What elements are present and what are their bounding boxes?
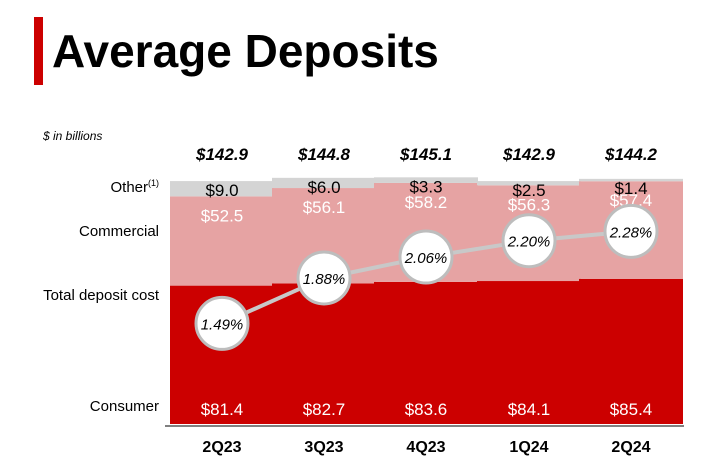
row-label-commercial: Commercial [78,223,159,240]
bar-other-3q23 [272,177,376,189]
units-note: $ in billions [43,129,103,143]
x-tick-label: 2Q23 [202,439,241,456]
deposit-cost-point [296,250,352,306]
bar-consumer-4q23 [374,281,478,424]
data-label-commercial: $57.4 [610,191,653,210]
deposit-cost-label: 1.88% [303,271,346,288]
data-label-other: $9.0 [205,181,238,200]
other-footnote-marker: (1) [148,178,159,188]
bar-other-2q24 [579,178,683,182]
total-label: $145.1 [399,145,452,164]
deposit-cost-point [398,229,454,285]
data-label-commercial: $56.3 [508,195,551,214]
x-tick-label: 3Q23 [304,439,343,456]
data-label-consumer: $83.6 [405,400,448,419]
bar-other-1q24 [477,181,581,186]
data-label-consumer: $81.4 [201,400,244,419]
title-accent-bar [34,17,43,85]
deposit-cost-point [501,213,557,269]
data-label-consumer: $82.7 [303,400,346,419]
total-label: $144.8 [297,145,351,164]
row-label-other-text: Other [110,179,148,196]
row-label-other: Other(1) [110,178,159,196]
deposit-cost-label: 2.06% [404,250,448,267]
data-label-commercial: $58.2 [405,193,448,212]
bar-other-4q23 [374,177,478,183]
bar-commercial-2q23 [170,196,274,286]
page-title: Average Deposits [52,25,439,77]
deposit-cost-label: 2.28% [609,224,653,241]
deposit-cost-point [194,295,250,351]
deposit-cost-label: 2.20% [507,234,551,251]
row-label-consumer: Consumer [89,398,159,415]
deposit-cost-point [603,203,659,259]
data-label-other: $1.4 [614,179,647,198]
bar-consumer-2q24 [579,278,683,424]
data-label-commercial: $56.1 [303,198,346,217]
data-label-other: $6.0 [307,178,340,197]
total-label: $142.9 [502,145,556,164]
data-label-consumer: $84.1 [508,400,551,419]
bar-consumer-1q24 [477,281,581,424]
x-tick-label: 2Q24 [611,439,650,456]
total-label: $142.9 [195,145,249,164]
bar-other-2q23 [170,181,274,197]
data-label-commercial: $52.5 [201,206,244,225]
row-label-total-deposit-cost: Total deposit cost [43,287,159,304]
data-label-other: $2.5 [512,181,545,200]
bar-consumer-3q23 [272,283,376,424]
total-label: $144.2 [604,145,658,164]
x-tick-label: 4Q23 [406,439,445,456]
deposit-cost-label: 1.49% [201,316,244,333]
data-label-other: $3.3 [409,177,442,196]
data-label-consumer: $85.4 [610,400,653,419]
x-tick-label: 1Q24 [509,439,548,456]
